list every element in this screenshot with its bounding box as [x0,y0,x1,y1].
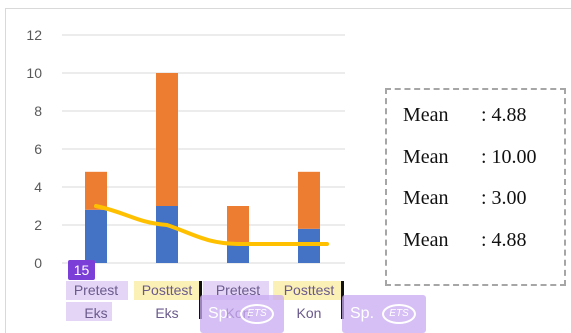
frame-top-border [5,8,571,9]
mean-value: : 4.88 [481,228,527,251]
bar-segment [156,206,178,263]
y-tick-label: 4 [34,179,42,195]
category-highlight-4 [273,281,341,300]
mean-value: : 4.88 [481,104,527,126]
x-tick-label: Kon [297,305,322,321]
bar-segment [227,206,249,244]
category-highlight-5 [66,302,112,321]
page-badge: 15 [68,260,95,280]
mean-row: Mean : 4.88 [403,100,564,142]
mean-row: Mean : 10.00 [403,142,564,184]
mean-row: Mean : 3.00 [403,183,564,225]
trend-line [94,204,329,246]
frame-left-border [5,8,6,333]
y-tick-label: 6 [34,141,42,157]
mean-label: Mean [403,104,449,126]
watermark-prefix: Sp. [208,305,233,322]
x-tick-label: Pretest [216,282,260,298]
x-tick-label: Eks [155,305,178,321]
mean-value: : 10.00 [481,145,537,168]
mean-label: Mean [403,187,449,209]
x-tick-label: Posttest [284,282,335,298]
category-highlight-1 [66,281,128,300]
speaker-watermark: Sp. ETS [342,295,426,333]
x-tick-label: Eks [84,305,107,321]
category-highlight-2 [134,281,200,300]
x-tick-label: Posttest [142,282,193,298]
y-tick-label: 2 [34,217,42,233]
bar-segment [227,244,249,263]
y-tick-label: 10 [26,65,42,81]
mean-row: Mean : 4.88 [403,225,564,267]
bar-segment [156,73,178,206]
mean-summary-box: Mean : 4.88 Mean : 10.00 Mean : 3.00 Mean : … [385,88,566,286]
x-tick-label: Pretest [74,282,118,298]
y-tick-label: 0 [34,255,42,271]
y-tick-label: 8 [34,103,42,119]
mean-label: Mean [403,145,449,168]
y-tick-label: 12 [26,27,42,43]
bar-segment [85,209,107,263]
watermark-prefix: Sp. [350,305,375,322]
bar-segment [298,171,320,229]
ets-logo-icon: ETS [240,303,275,324]
bar-segment [85,171,107,210]
mean-label: Mean [403,228,449,251]
mean-value: : 3.00 [481,187,527,209]
ets-logo-icon: ETS [382,303,417,324]
speaker-watermark: Sp. ETS [200,295,284,333]
